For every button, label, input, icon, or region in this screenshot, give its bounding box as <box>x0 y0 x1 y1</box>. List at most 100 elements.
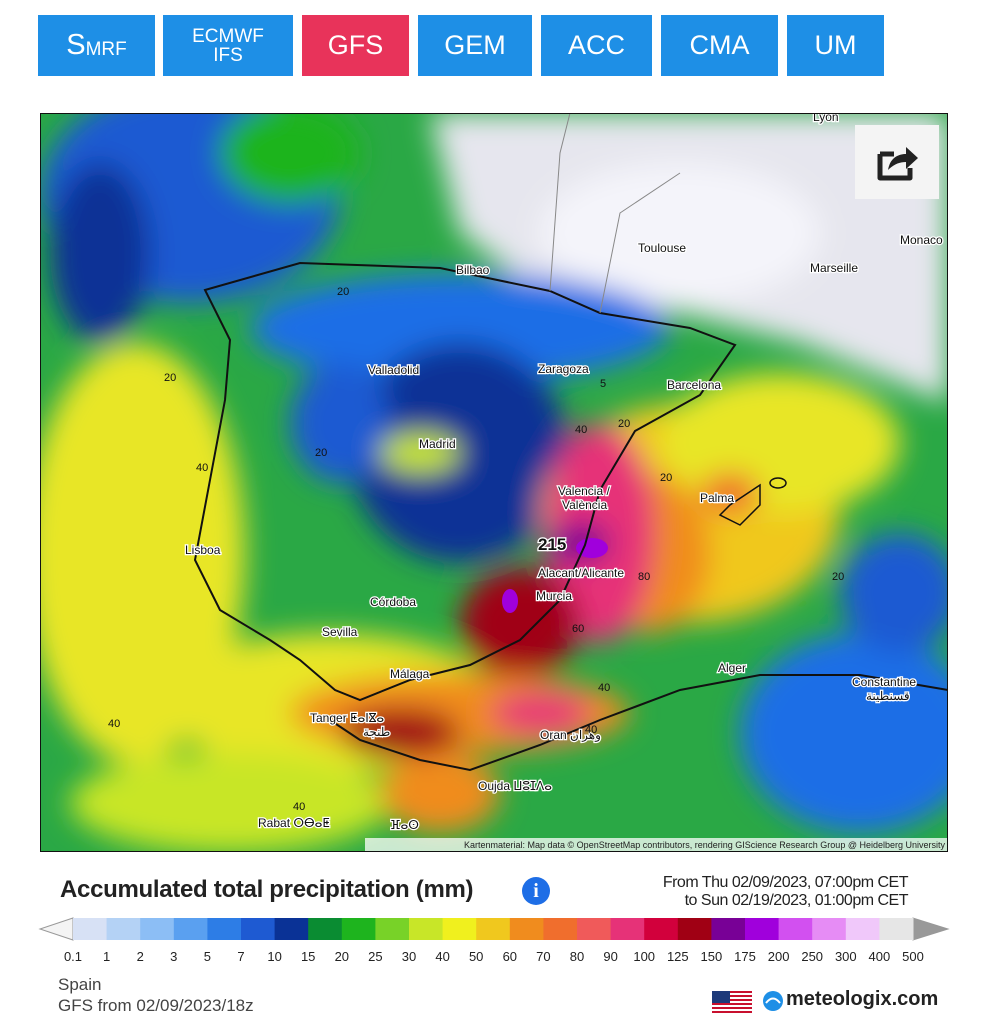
tab-label: S <box>66 29 86 61</box>
contour-label: 40 <box>196 462 208 474</box>
legend-swatch <box>543 918 578 940</box>
legend-swatch <box>409 918 444 940</box>
contour-label: 20 <box>660 472 672 484</box>
legend-label: 40 <box>435 949 449 962</box>
share-button[interactable] <box>855 125 939 199</box>
tab-label: UM <box>814 30 857 60</box>
legend-arrow-right <box>912 917 950 941</box>
place-label: Oujda ⵡⵓⵊⴷⴰ <box>478 779 552 793</box>
legend-swatch <box>812 918 847 940</box>
legend-swatch <box>308 918 343 940</box>
legend-swatch <box>745 918 780 940</box>
color-legend: 0.1 1 2 3 5 7 10 15 20 25 30 40 50 60 70 80 90 100 125 150 1… <box>38 917 950 962</box>
contour-label: 40 <box>293 801 305 813</box>
tab-sublabel: MRF <box>85 39 127 60</box>
place-label: Alger <box>718 661 746 675</box>
contour-label: 20 <box>315 447 327 459</box>
place-label: طنجة <box>363 725 390 739</box>
tab-smrf[interactable]: S MRF <box>38 15 155 76</box>
legend-swatch <box>677 918 712 940</box>
period-to: to Sun 02/19/2023, 01:00pm CET <box>684 892 909 909</box>
place-label: Marseille <box>810 261 858 275</box>
legend-label: 90 <box>603 949 617 962</box>
tab-um[interactable]: UM <box>787 15 884 76</box>
contour-label: 80 <box>638 571 650 583</box>
place-label: Rabat ⵔⴱⴰⵟ <box>258 816 330 830</box>
contour-labels: 20 20 40 20 40 5 20 40 20 80 60 40 40 20… <box>108 286 844 813</box>
contour-label: 20 <box>164 372 176 384</box>
legend-label: 125 <box>667 949 689 962</box>
brand-name: meteologix.com <box>786 988 939 1010</box>
legend-label: 3 <box>170 949 177 962</box>
legend-swatch <box>711 918 746 940</box>
tab-label: GEM <box>444 30 506 60</box>
legend-swatch <box>375 918 410 940</box>
legend-label: 175 <box>734 949 756 962</box>
info-button[interactable]: i <box>522 877 550 905</box>
contour-label: 40 <box>108 718 120 730</box>
legend-swatch <box>274 918 309 940</box>
map-border <box>40 113 948 852</box>
legend-label: 30 <box>402 949 416 962</box>
tab-label: ACC <box>567 30 625 60</box>
legend-label: 2 <box>137 949 144 962</box>
legend-arrow-left <box>38 917 74 941</box>
legend-swatch <box>173 918 208 940</box>
place-label: Toulouse <box>638 241 686 255</box>
tab-ecmwf[interactable]: ECMWF IFS <box>163 15 293 76</box>
legend-label: 0.1 <box>64 949 82 962</box>
contour-label: 20 <box>832 571 844 583</box>
place-label: ⴼⴰⵙ <box>390 818 419 832</box>
legend-label: 25 <box>368 949 382 962</box>
legend-label: 150 <box>701 949 723 962</box>
legend-swatch <box>241 918 276 940</box>
contour-label: 40 <box>585 724 597 736</box>
legend-label: 50 <box>469 949 483 962</box>
legend-label: 20 <box>335 949 349 962</box>
legend-swatch <box>442 918 477 940</box>
tab-gem[interactable]: GEM <box>418 15 532 76</box>
place-label: Zaragoza <box>538 362 589 376</box>
legend-swatch <box>610 918 645 940</box>
place-label: Constantine <box>852 675 916 689</box>
place-label: Monaco <box>900 233 943 247</box>
attribution-bg <box>365 838 948 852</box>
legend-swatch <box>644 918 679 940</box>
precipitation-map: Lyon Toulouse Monaco Bilbao Marseille Va… <box>40 113 948 852</box>
brand-logo <box>763 991 783 1011</box>
contour-label: 40 <box>598 682 610 694</box>
legend-label: 400 <box>869 949 891 962</box>
place-label: Barcelona <box>667 378 721 392</box>
period-from: From Thu 02/09/2023, 07:00pm CET <box>662 874 909 891</box>
tab-acc[interactable]: ACC <box>541 15 652 76</box>
legend-swatch <box>845 918 880 940</box>
place-label: Lyon <box>813 113 839 124</box>
tab-gfs[interactable]: GFS <box>302 15 409 76</box>
legend-label: 10 <box>267 949 281 962</box>
contour-label: 20 <box>618 418 630 430</box>
place-label: Palma <box>700 491 734 505</box>
place-label: Oran وهران <box>540 728 601 742</box>
legend-swatch <box>509 918 544 940</box>
tab-label: GFS <box>327 30 384 60</box>
tab-label: CMA <box>689 30 750 60</box>
map-title: Accumulated total precipitation (mm) <box>60 876 474 903</box>
map-fields <box>40 113 948 852</box>
legend-label: 60 <box>503 949 517 962</box>
place-label: Bilbao <box>456 263 490 277</box>
legend-swatch <box>577 918 612 940</box>
legend-swatch <box>106 918 141 940</box>
place-label: Valencia / <box>558 484 610 498</box>
flag-icon[interactable] <box>712 991 752 1013</box>
contour-label: 60 <box>572 623 584 635</box>
legend-label: 5 <box>204 949 211 962</box>
legend-swatch <box>778 918 813 940</box>
tab-cma[interactable]: CMA <box>661 15 778 76</box>
place-label: قسنطينة <box>866 689 910 703</box>
place-label: Sevilla <box>322 625 358 639</box>
legend-swatch <box>341 918 376 940</box>
place-label: Lisboa <box>185 543 221 557</box>
place-label: Murcia <box>536 589 572 603</box>
